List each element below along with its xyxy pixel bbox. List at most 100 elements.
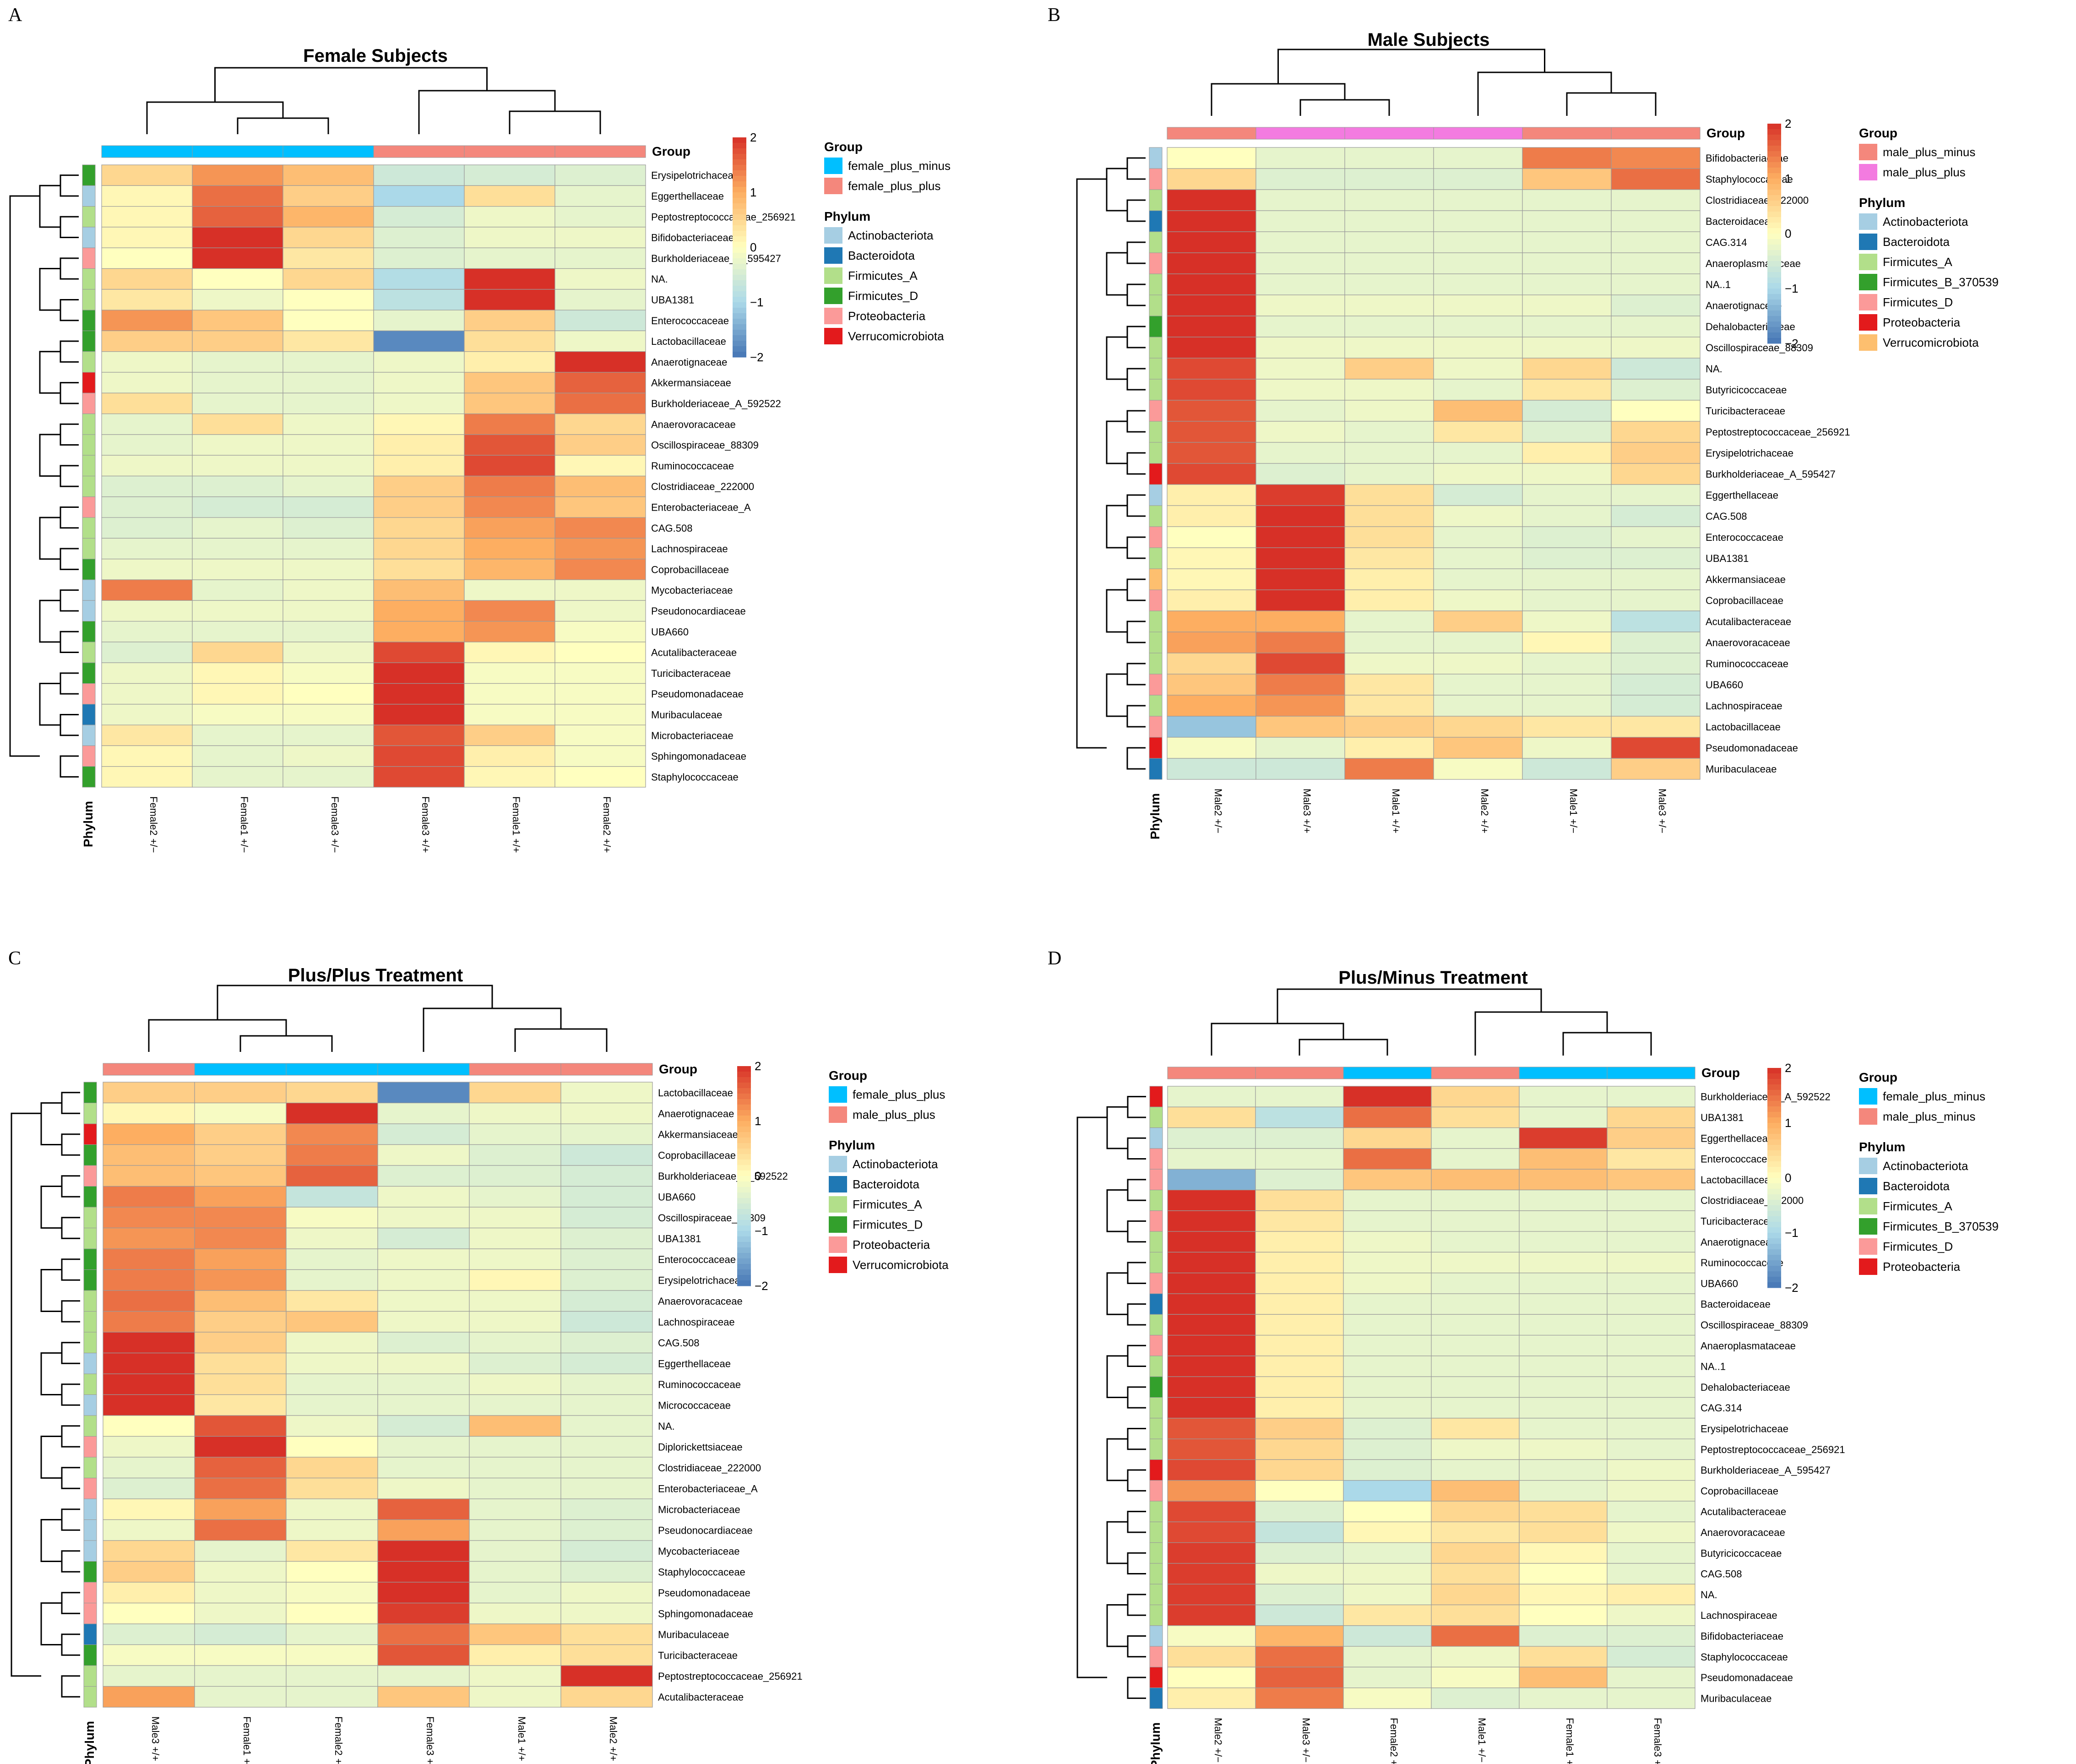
heatmap-cell bbox=[469, 1248, 561, 1270]
chart-title: Female Subjects bbox=[303, 46, 448, 66]
panel-letter: B bbox=[1048, 5, 1060, 26]
heatmap-cell bbox=[1343, 1563, 1432, 1584]
color-scale-step bbox=[733, 286, 746, 292]
heatmap-cell bbox=[1344, 421, 1434, 443]
row-label: Anaerotignaceae bbox=[1701, 1236, 1777, 1248]
heatmap-cell bbox=[1522, 610, 1612, 632]
heatmap-cell bbox=[554, 268, 646, 290]
color-scale-step bbox=[737, 1077, 751, 1083]
heatmap-cell bbox=[560, 1436, 653, 1458]
heatmap-cell bbox=[1167, 1356, 1256, 1377]
row-label: CAG.314 bbox=[1706, 237, 1747, 248]
color-scale-step bbox=[737, 1165, 751, 1171]
color-scale-tick: 0 bbox=[750, 240, 756, 254]
heatmap-cell bbox=[464, 268, 555, 290]
heatmap-cell bbox=[194, 1686, 287, 1708]
color-scale-step bbox=[733, 220, 746, 226]
phylum-annotation-cell bbox=[83, 1665, 97, 1687]
dendrogram-branch bbox=[1106, 673, 1127, 717]
phylum-annotation-cell bbox=[1149, 1335, 1163, 1356]
phylum-annotation-cell bbox=[83, 1228, 97, 1249]
legend-phylum-swatch bbox=[829, 1156, 847, 1172]
color-scale-step bbox=[737, 1236, 751, 1242]
heatmap-cell bbox=[1433, 252, 1523, 274]
heatmap-cell bbox=[286, 1519, 378, 1541]
phylum-annotation-cell bbox=[83, 1394, 97, 1416]
dendrogram-branch bbox=[214, 67, 488, 102]
heatmap-cell bbox=[286, 1498, 378, 1520]
heatmap-cell bbox=[192, 268, 283, 290]
row-label: Mycobacteriaceae bbox=[651, 585, 733, 596]
heatmap-cell bbox=[1611, 737, 1701, 759]
heatmap-cell bbox=[1607, 1293, 1696, 1315]
heatmap-cell bbox=[1343, 1584, 1432, 1606]
heatmap-cell bbox=[469, 1686, 561, 1708]
row-label: Anaeroplasmataceae bbox=[1701, 1340, 1796, 1351]
heatmap-cell bbox=[283, 330, 374, 352]
heatmap-cell bbox=[103, 1373, 195, 1395]
heatmap-cell bbox=[373, 496, 465, 518]
heatmap-cell bbox=[283, 621, 374, 642]
heatmap-cell bbox=[1607, 1418, 1696, 1439]
heatmap-cell bbox=[1433, 589, 1523, 611]
legend-phylum-swatch bbox=[1859, 1198, 1877, 1214]
heatmap-cell bbox=[101, 455, 193, 477]
color-scale-step bbox=[733, 330, 746, 336]
heatmap-cell bbox=[1431, 1106, 1520, 1128]
color-scale-step bbox=[1767, 1200, 1781, 1206]
row-dendrogram bbox=[1076, 1096, 1146, 1699]
phylum-annotation-cell bbox=[1149, 1293, 1163, 1315]
color-scale-step bbox=[1767, 239, 1781, 245]
heatmap-cell bbox=[377, 1477, 470, 1499]
heatmap-cell bbox=[194, 1519, 287, 1541]
heatmap-cell bbox=[377, 1644, 470, 1666]
heatmap-cell bbox=[1519, 1625, 1608, 1647]
dendrogram-branch bbox=[1126, 621, 1146, 643]
dendrogram-branch bbox=[60, 423, 79, 446]
group-annotation-cell bbox=[1431, 1067, 1520, 1079]
phylum-annotation-cell bbox=[82, 372, 96, 393]
heatmap-cell bbox=[1255, 1376, 1344, 1398]
heatmap-cell bbox=[464, 621, 555, 642]
heatmap-cell bbox=[194, 1436, 287, 1458]
color-scale-step bbox=[733, 159, 746, 165]
legend-phylum-swatch bbox=[1859, 1238, 1877, 1255]
heatmap-cell bbox=[1519, 1459, 1608, 1481]
phylum-annotation-cell bbox=[83, 1144, 97, 1166]
dendrogram-branch bbox=[1127, 1594, 1146, 1616]
heatmap-cell bbox=[560, 1102, 653, 1124]
legend-phylum-label: Firmicutes_D bbox=[1883, 295, 1953, 309]
heatmap-cell bbox=[1522, 294, 1612, 316]
heatmap-cell bbox=[377, 1394, 470, 1416]
heatmap-cell bbox=[1431, 1127, 1520, 1149]
heatmap-cell bbox=[1344, 358, 1434, 380]
heatmap-cell bbox=[1343, 1210, 1432, 1232]
heatmap-cell bbox=[1519, 1418, 1608, 1439]
color-scale-step bbox=[737, 1258, 751, 1264]
heatmap-cell bbox=[1167, 1334, 1256, 1356]
color-scale-step bbox=[733, 346, 746, 352]
heatmap-cell bbox=[560, 1415, 653, 1437]
heatmap-cell bbox=[1522, 568, 1612, 590]
color-scale-step bbox=[1767, 294, 1781, 300]
heatmap-cell bbox=[1343, 1169, 1432, 1191]
heatmap-cell bbox=[1522, 463, 1612, 485]
color-scale-step bbox=[733, 242, 746, 248]
heatmap-cell bbox=[1607, 1086, 1696, 1107]
row-label: Eggerthellaceae bbox=[651, 191, 724, 202]
heatmap-cell bbox=[1519, 1646, 1608, 1667]
dendrogram-branch bbox=[1106, 168, 1127, 212]
row-label: Muribaculaceae bbox=[1701, 1693, 1772, 1704]
heatmap-cell bbox=[377, 1227, 470, 1249]
color-scale-step bbox=[737, 1275, 751, 1281]
heatmap-cell bbox=[1607, 1521, 1696, 1543]
phylum-annotation-cell bbox=[1149, 1210, 1163, 1232]
row-label: Burkholderiaceae_A_595427 bbox=[1701, 1465, 1831, 1476]
phylum-annotation-cell bbox=[82, 724, 96, 746]
color-scale-step bbox=[1767, 1249, 1781, 1255]
heatmap-cell bbox=[103, 1186, 195, 1208]
heatmap-cell bbox=[1343, 1148, 1432, 1170]
color-scale-step bbox=[1767, 157, 1781, 163]
heatmap-cell bbox=[1255, 294, 1345, 316]
row-label: CAG.508 bbox=[658, 1337, 700, 1349]
